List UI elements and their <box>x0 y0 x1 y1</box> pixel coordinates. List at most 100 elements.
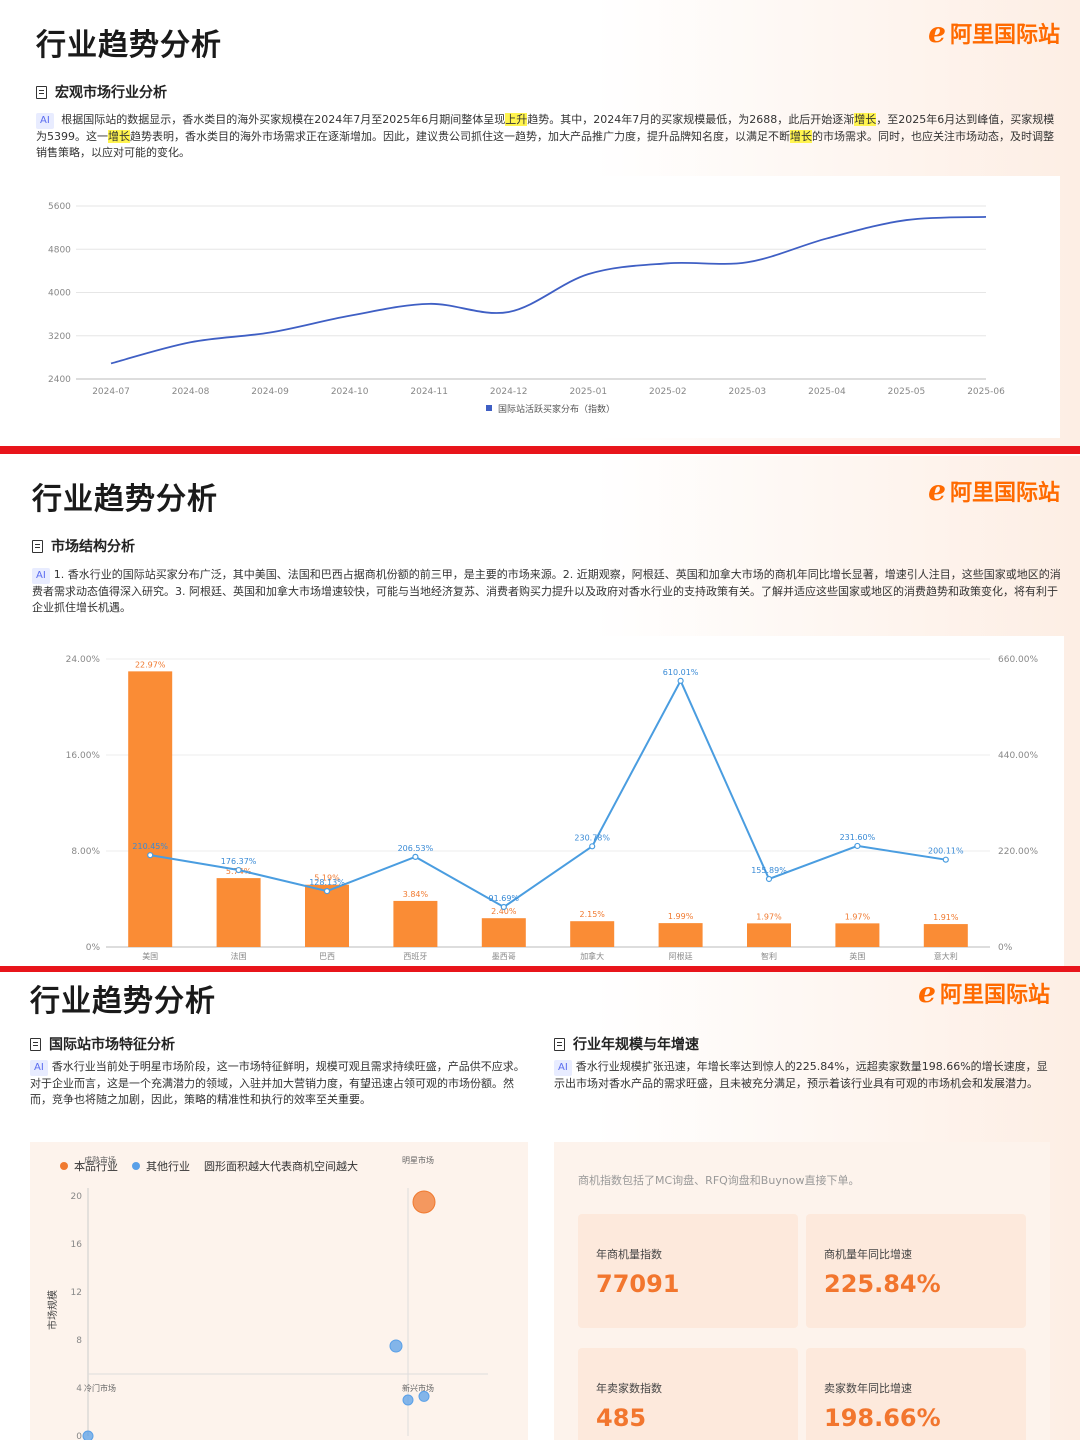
series-line-buyers <box>110 215 987 365</box>
scatter-point <box>402 1394 414 1406</box>
bar-data-label: 1.99% <box>668 912 694 921</box>
growth-point <box>147 852 154 859</box>
scatter-point <box>389 1339 403 1353</box>
left-section-heading: 国际站市场特征分析 <box>30 1034 175 1054</box>
line-data-label: 210.45% <box>132 842 168 851</box>
ai-summary-text: 1. 香水行业的国际站买家分布广泛，其中美国、法国和巴西占据商机份额的前三甲，是… <box>32 568 1061 614</box>
x-tick-label: 2024-11 <box>410 387 448 397</box>
bar-data-label: 2.15% <box>579 910 605 919</box>
legend-label: 国际站活跃买家分布（指数） <box>498 403 615 415</box>
ai-badge: AI <box>36 113 54 129</box>
bar <box>835 923 880 947</box>
bar <box>128 671 173 947</box>
x-tick-label: 2024-08 <box>172 387 210 397</box>
kpi-card-opportunity-growth: 商机量年同比增速 225.84% <box>806 1214 1026 1328</box>
y-tick-label: 5600 <box>48 202 71 212</box>
x-tick-label: 巴西 <box>319 952 335 961</box>
line-chart-svg: 2400 3200 4000 4800 5600 2024-07 2024-08 2024-0… <box>48 202 1005 415</box>
line-data-label: 176.37% <box>221 857 257 866</box>
bar-data-label: 1.97% <box>845 912 871 921</box>
section-heading-text: 国际站市场特征分析 <box>49 1037 175 1053</box>
kpi-value: 225.84% <box>824 1270 941 1298</box>
kpi-card-seller-index: 年卖家数指数 485 <box>578 1348 798 1440</box>
alibaba-logo-icon: e <box>918 976 936 1009</box>
x-tick-label: 墨西哥 <box>492 952 516 961</box>
section-heading-text: 行业年规模与年增速 <box>573 1037 699 1053</box>
brand-name: 阿里国际站 <box>949 22 1060 48</box>
bar-data-label: 5.19% <box>314 874 340 883</box>
x-tick-label: 2025-02 <box>649 387 687 397</box>
section-heading-text: 宏观市场行业分析 <box>55 85 167 101</box>
kpi-card-seller-growth: 卖家数年同比增速 198.66% <box>806 1348 1026 1440</box>
summary-text: 趋势表明，香水类目的海外市场需求正在逐渐增加。因此，建议贵公司抓住这一趋势，加大… <box>130 130 790 143</box>
y-tick-label: 3200 <box>48 332 71 342</box>
x-tick-label: 2024-07 <box>92 387 130 397</box>
brand-name: 阿里国际站 <box>939 982 1050 1008</box>
brand-logo: e 阿里国际站 <box>918 976 1050 1009</box>
legend-note: 圆形面积越大代表商机空间越大 <box>204 1160 358 1173</box>
brand-logo: e 阿里国际站 <box>928 474 1060 507</box>
growth-point <box>323 887 331 895</box>
ai-summary-text: 香水行业规模扩张迅速，年增长率达到惊人的225.84%，远超卖家数量198.66… <box>554 1060 1048 1090</box>
kpi-note: 商机指数包括了MC询盘、RFQ询盘和Buynow直接下单。 <box>578 1174 860 1187</box>
x-tick-label: 2025-04 <box>808 387 846 397</box>
highlighted-keyword: 增长 <box>790 130 812 143</box>
y-tick-label: 2400 <box>48 375 71 385</box>
bar <box>216 878 261 947</box>
kpi-label: 卖家数年同比增速 <box>824 1382 912 1395</box>
ai-summary: AI 根据国际站的数据显示，香水类目的海外买家规模在2024年7月至2025年6… <box>36 112 1060 161</box>
panel-market-structure: 行业趋势分析 e 阿里国际站 市场结构分析 AI 1. 香水行业的国际站买家分布广… <box>0 456 1080 966</box>
line-data-label: 200.11% <box>928 847 964 856</box>
growth-point <box>854 842 861 850</box>
bar-data-label: 1.97% <box>756 912 782 921</box>
line-data-label: 91.69% <box>489 894 520 903</box>
quadrant-label: 明星市场 <box>402 1155 434 1165</box>
highlighted-keyword: 增长 <box>854 113 877 126</box>
kpi-value: 485 <box>596 1404 647 1432</box>
y-tick-label: 4 <box>76 1384 82 1394</box>
document-icon <box>554 1037 565 1051</box>
chart-legend: 本品行业 其他行业 圆形面积越大代表商机空间越大 <box>60 1158 358 1174</box>
x-tick-label: 加拿大 <box>580 951 604 961</box>
y-tick-label: 4800 <box>48 245 71 255</box>
x-tick-label: 2025-05 <box>888 387 926 397</box>
bar <box>570 921 615 947</box>
ai-badge: AI <box>554 1060 572 1076</box>
legend-swatch-icon <box>486 405 492 411</box>
x-tick-label: 意大利 <box>934 951 958 961</box>
right-ai-summary: AI 香水行业规模扩张迅速，年增长率达到惊人的225.84%，远超卖家数量198.… <box>554 1059 1050 1092</box>
x-tick-label: 2025-03 <box>729 387 767 397</box>
bar-data-label: 3.84% <box>403 890 429 899</box>
y-axis-label: 市场规模 <box>46 1290 59 1330</box>
growth-point <box>589 843 596 850</box>
y-right-tick-label: 220.00% <box>998 847 1038 857</box>
y-left-tick-label: 0% <box>86 943 101 953</box>
line-data-label: 610.01% <box>663 668 699 677</box>
x-tick-label: 法国 <box>231 951 247 961</box>
y-tick-label: 16 <box>71 1240 83 1250</box>
y-tick-label: 8 <box>76 1336 82 1346</box>
growth-point <box>677 677 684 684</box>
ai-summary-text: 香水行业当前处于明星市场阶段，这一市场特征鲜明，规模可观且需求持续旺盛，产品供不… <box>30 1060 525 1106</box>
ai-badge: AI <box>32 568 50 584</box>
y-tick-label: 4000 <box>48 289 71 299</box>
kpi-panel: 商机指数包括了MC询盘、RFQ询盘和Buynow直接下单。 年商机量指数 770… <box>554 1142 1050 1440</box>
page-title: 行业趋势分析 <box>36 28 222 63</box>
document-icon <box>36 85 47 99</box>
highlighted-keyword: 上升 <box>505 113 528 126</box>
growth-point <box>412 853 419 860</box>
x-tick-label: 2025-06 <box>967 387 1005 397</box>
x-tick-label: 2024-10 <box>331 387 369 397</box>
kpi-label: 年商机量指数 <box>596 1248 662 1261</box>
bar-data-label: 22.97% <box>135 660 166 669</box>
kpi-value: 198.66% <box>824 1404 941 1432</box>
kpi-card-opportunity-index: 年商机量指数 77091 <box>578 1214 798 1328</box>
scatter-point <box>412 1190 436 1214</box>
section-heading-text: 市场结构分析 <box>51 539 135 555</box>
panel-macro-analysis: 行业趋势分析 e 阿里国际站 宏观市场行业分析 AI 根据国际站的数据显示，香水… <box>0 0 1080 447</box>
divider <box>0 966 1080 974</box>
line-data-label: 155.89% <box>751 866 787 875</box>
alibaba-logo-icon: e <box>928 16 946 49</box>
x-tick-label: 2025-01 <box>569 387 607 397</box>
growth-point <box>500 903 507 911</box>
